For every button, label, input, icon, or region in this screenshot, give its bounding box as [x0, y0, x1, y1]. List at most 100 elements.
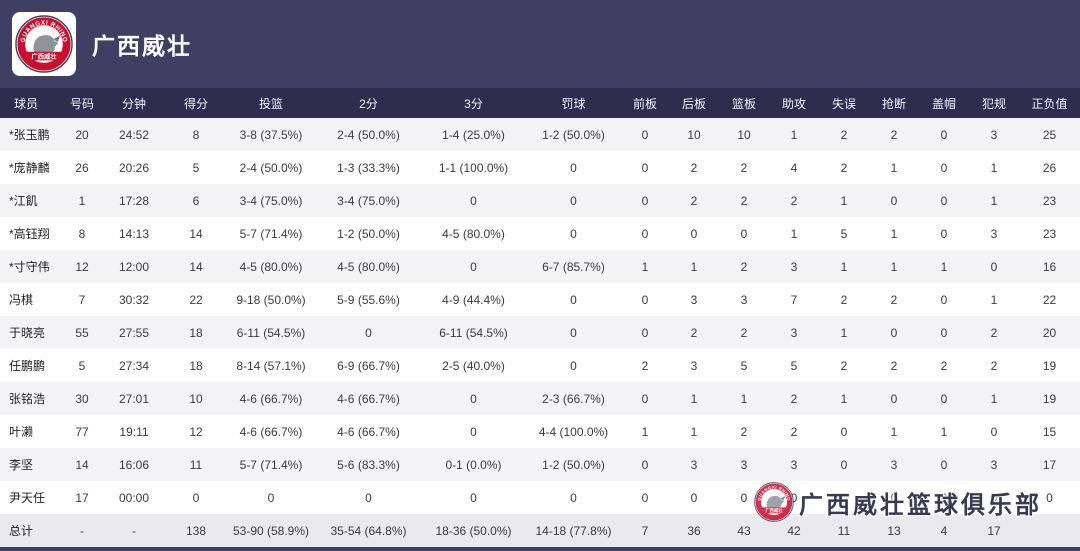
column-header-9: 后板 — [681, 96, 706, 111]
stat-cell: 2 — [690, 160, 698, 175]
stat-cell: 0 — [940, 127, 948, 142]
stat-cell: 2 — [990, 325, 998, 340]
stat-cell: 0 — [570, 490, 577, 505]
stat-cell: 7 — [641, 523, 649, 538]
stat-cell: 12 — [189, 424, 203, 439]
stat-cell: 2 — [690, 325, 698, 340]
stat-cell: 36 — [687, 523, 701, 538]
stat-cell: 23 — [1042, 193, 1057, 208]
player-name-cell: 任鹏鹏 — [9, 359, 46, 373]
stat-cell: 1 — [790, 127, 798, 142]
stat-cell: 14 — [189, 226, 203, 241]
stat-cell: 13 — [887, 523, 901, 538]
stat-cell: 3 — [790, 457, 798, 472]
table-body: *张玉鹏 20 24:52 8 3-8 (37.5%) 2-4 (50.0%) 1-4 (2… — [0, 118, 1080, 547]
stat-cell: 0 — [470, 193, 477, 208]
stat-cell: 11 — [837, 523, 851, 538]
stat-cell: 2 — [790, 391, 798, 406]
stat-cell: 2 — [840, 292, 848, 307]
stats-table: 球员 号码 分钟 得分 投篮 2分 3分 罚球 前板 后板 篮板 助攻 失误 抢断 盖帽 犯规 正负值 *张玉鹏… — [0, 88, 1080, 547]
stat-cell: 8 — [78, 226, 86, 241]
stat-cell: 14:13 — [118, 226, 150, 241]
stat-cell: 1-3 (33.3%) — [337, 160, 400, 175]
stat-cell: 2-4 (50.0%) — [239, 160, 303, 175]
stat-cell: 26 — [75, 160, 89, 175]
stat-cell: 1 — [690, 391, 698, 406]
stat-cell: 0 — [890, 391, 898, 406]
stat-cell: 0 — [990, 424, 998, 439]
player-row: 冯棋 7 30:32 22 9-18 (50.0%) 5-9 (55.6%) 4-9 (44… — [0, 283, 1080, 316]
stat-cell: 0 — [570, 193, 577, 208]
app-header: GUANGXI RHINO 广西威壮 广西威壮 — [0, 0, 1080, 88]
stat-cell: 8 — [192, 127, 200, 142]
stat-cell: 2 — [940, 358, 948, 373]
stat-cell: 2 — [740, 160, 748, 175]
stat-cell: 11 — [189, 457, 203, 472]
stat-cell: 0 — [570, 292, 577, 307]
stat-cell: 19 — [1042, 391, 1057, 406]
stat-cell: 1 — [840, 193, 848, 208]
stat-cell: 0 — [990, 259, 998, 274]
stat-cell: 18-36 (50.0%) — [435, 523, 512, 538]
stat-cell: 2 — [890, 292, 898, 307]
stat-cell: 15 — [1042, 424, 1057, 439]
stat-cell: 3 — [740, 292, 748, 307]
stat-cell: 10 — [189, 391, 203, 406]
stat-cell: 26 — [1042, 160, 1057, 175]
stat-cell: 27:55 — [118, 325, 150, 340]
player-row: 李坚 14 16:06 11 5-7 (71.4%) 5-6 (83.3%) 0-1 (0.… — [0, 448, 1080, 481]
stat-cell: 1 — [990, 391, 998, 406]
stat-cell: 5-7 (71.4%) — [239, 226, 303, 241]
stat-cell: 2 — [990, 358, 998, 373]
stat-cell: 20 — [75, 127, 89, 142]
stat-cell: 2 — [740, 424, 748, 439]
stat-cell: 0 — [890, 325, 898, 340]
stat-cell: 0 — [365, 490, 372, 505]
stat-cell: 5-7 (71.4%) — [239, 457, 303, 472]
rhino-head-shape — [33, 35, 59, 57]
stat-cell: 1 — [890, 424, 898, 439]
stat-cell: 0 — [840, 490, 848, 505]
stat-cell: 1-2 (50.0%) — [542, 457, 605, 472]
stat-cell: 3 — [690, 358, 698, 373]
stat-cell: 3 — [790, 259, 798, 274]
player-row: *高钰翔 8 14:13 14 5-7 (71.4%) 1-2 (50.0%) 4-5 (8… — [0, 217, 1080, 250]
stat-cell: 0 — [940, 457, 948, 472]
stat-cell: 0 — [641, 127, 649, 142]
player-name-cell: *高钰翔 — [9, 227, 50, 241]
stat-cell: 4-6 (66.7%) — [239, 424, 303, 439]
stat-cell: 1 — [840, 259, 848, 274]
stat-cell: 0 — [470, 391, 477, 406]
stat-cell: 3 — [790, 325, 798, 340]
player-name-cell: 冯棋 — [9, 293, 34, 307]
stat-cell: 2-4 (50.0%) — [337, 127, 400, 142]
stat-cell — [1019, 514, 1080, 547]
stat-cell: 0 — [641, 193, 649, 208]
stat-cell: 0 — [690, 490, 698, 505]
stat-cell: 1 — [890, 160, 898, 175]
stat-cell: 0 — [641, 226, 649, 241]
stat-cell: 0 — [740, 226, 748, 241]
stat-cell: 1 — [990, 160, 998, 175]
stat-cell: 2 — [690, 193, 698, 208]
stat-cell: 25 — [1042, 127, 1057, 142]
stat-cell: 2 — [840, 358, 848, 373]
stat-cell: 17 — [1042, 457, 1057, 472]
stat-cell: 0 — [740, 490, 748, 505]
column-header-14: 盖帽 — [931, 96, 956, 111]
stat-cell: 0 — [940, 226, 948, 241]
stat-cell: 0 — [940, 490, 948, 505]
stat-cell: 0 — [890, 193, 898, 208]
stat-cell: 1 — [641, 259, 649, 274]
column-header-12: 失误 — [831, 96, 856, 111]
stat-cell: 6 — [192, 193, 200, 208]
stat-cell: 0 — [641, 160, 649, 175]
team-logo-tile: GUANGXI RHINO 广西威壮 — [12, 12, 76, 76]
stat-cell: 2 — [790, 424, 798, 439]
stat-cell: 4 — [940, 523, 948, 538]
stat-cell: 0 — [470, 424, 477, 439]
stat-cell: 0 — [790, 490, 798, 505]
stat-cell: 2 — [890, 127, 898, 142]
stat-cell: 23 — [1042, 226, 1057, 241]
stat-cell: 1-1 (100.0%) — [438, 160, 509, 175]
